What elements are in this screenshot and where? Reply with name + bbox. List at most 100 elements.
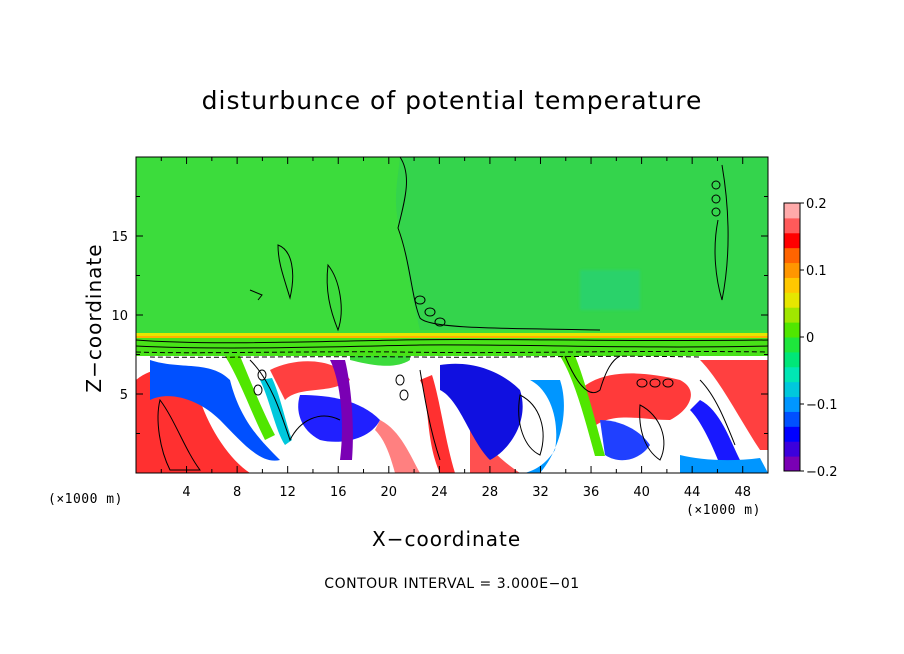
contour-interval-note: CONTOUR INTERVAL = 3.000E−01 [324,576,580,592]
x-tick-label-10: 44 [684,485,701,500]
y-tick-label-1: 10 [111,309,128,324]
x-axis-label: X−coordinate [372,527,522,551]
warm-blob-6 [700,360,768,450]
mixing-regions [225,356,605,456]
contour-cell-7 [699,379,736,446]
colorbar-segment-17 [784,203,800,219]
colorbar-segment-14 [784,247,800,264]
x-tick-label-5: 24 [431,485,448,500]
mixing-region-2 [560,356,605,456]
y-axis-label: Z−coordinate [82,243,106,393]
colorbar-tick-label-4: −0.2 [806,465,838,480]
colorbar: 0.2 0.1 0 −0.1 −0.2 [783,197,838,480]
contour-ring-4 [257,369,267,381]
x-tick-label-8: 36 [583,485,600,500]
contour-ring-12 [711,194,721,204]
upper-field-region [395,157,768,330]
contour-plume-3 [249,289,263,301]
colorbar-tick-label-3: −0.1 [806,398,838,413]
colorbar-segment-1 [784,441,800,457]
contour-plume-1 [277,244,294,300]
x-tick-label-0: 4 [182,485,190,500]
contour-lines [136,157,768,471]
x-tick-label-3: 16 [330,485,347,500]
contour-ring-9 [649,378,661,388]
x-tick-label-9: 40 [633,485,650,500]
colorbar-segment-0 [784,456,800,472]
inversion-band-orange [136,336,768,338]
contour-plume-2 [326,263,342,332]
cool-blob-8 [330,360,353,460]
warm-blob-7 [375,420,420,473]
colorbar-segment-3 [784,411,800,427]
warm-blob-3 [420,375,455,473]
contour-cell-5 [639,404,665,461]
contour-inversion-3 [136,350,768,354]
contour-cell-4 [518,394,544,456]
mixing-region-1 [350,356,410,366]
field-shading [136,157,768,473]
upper-cyan-patch [580,270,640,310]
colorbar-segment-10 [784,307,800,323]
contour-cell-1 [157,398,201,471]
x-tick-label-7: 32 [532,485,549,500]
colorbar-segment-4 [784,396,800,412]
cool-anomalies [150,360,768,473]
cool-blob-7 [680,455,768,473]
cool-blob-4 [525,380,564,473]
z-unit-label: (×1000 m) [48,492,123,507]
warm-blob-4 [580,373,691,430]
colorbar-segment-6 [784,366,800,383]
x-tick-label-4: 20 [381,485,398,500]
cool-blob-2 [298,395,380,442]
y-tick-label-2: 15 [111,230,128,245]
cool-blob-6 [690,400,740,465]
mixing-region-3 [225,356,275,440]
colorbar-segment-9 [784,322,800,338]
contour-ring-11 [711,180,721,190]
cool-blob-1 [150,360,280,461]
contour-ring-1 [414,295,426,305]
warm-blob-2 [270,361,350,400]
contour-ring-7 [399,389,409,401]
contour-cell-3 [419,369,441,461]
colorbar-segment-13 [784,262,800,278]
x-unit-label: (×1000 m) [686,503,761,518]
contour-cell-6 [564,355,621,394]
colorbar-tick-label-0: 0.2 [806,197,827,212]
warm-blob-5 [470,420,520,473]
colorbar-segment-2 [784,426,800,442]
contour-inversion-1 [136,338,768,344]
x-axis: 4 8 12 16 20 24 28 32 36 40 44 48 [160,157,751,500]
x-tick-label-6: 28 [482,485,499,500]
x-tick-label-11: 48 [734,485,751,500]
cool-blob-3 [440,363,523,460]
y-axis: 5 10 15 [111,196,768,434]
y-tick-label-0: 5 [120,388,128,403]
contour-ring-10 [662,378,674,388]
colorbar-tick-label-1: 0.1 [806,264,827,279]
colorbar-segment-15 [784,232,800,249]
contour-ring-5 [253,384,263,396]
colorbar-tick-label-2: 0 [806,331,814,346]
colorbar-segment-8 [784,337,800,353]
colorbar-segment-12 [784,277,800,293]
contour-ring-8 [636,378,648,388]
colorbar-segment-11 [784,292,800,308]
contour-inversion-2 [136,344,768,349]
chart-title: disturbunce of potential temperature [201,86,703,115]
colorbar-segment-7 [784,351,800,368]
colorbar-segment-16 [784,217,800,234]
contour-ring-13 [711,207,721,217]
contour-inversion-4 [149,355,701,358]
contour-ring-6 [395,374,405,386]
contour-ring-3 [434,317,446,327]
cool-blob-5 [600,420,650,461]
contour-ring-2 [424,307,436,317]
cool-blob-9 [260,378,292,445]
inversion-band-yellow [136,333,768,336]
x-tick-label-1: 8 [233,485,241,500]
x-tick-label-2: 12 [279,485,296,500]
colorbar-segment-5 [784,381,800,398]
